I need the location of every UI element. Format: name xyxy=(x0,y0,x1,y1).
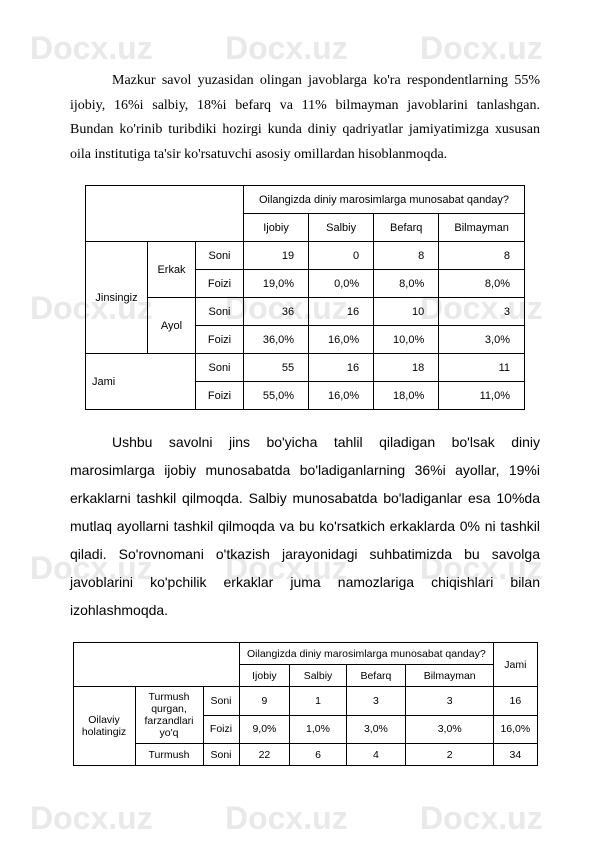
cell: 8,0% xyxy=(374,270,439,298)
table-2-label-soni: Soni xyxy=(203,687,239,716)
cell: 6 xyxy=(290,744,346,766)
cell: 16,0% xyxy=(309,382,374,410)
cell: 10,0% xyxy=(374,326,439,354)
table-2-row2-label: Turmush xyxy=(135,744,203,766)
table-1-col-ijobiy: Ijobiy xyxy=(244,214,309,242)
table-1-ayol: Ayol xyxy=(148,298,196,354)
cell: 16 xyxy=(309,354,374,382)
cell: 10 xyxy=(374,298,439,326)
table-1-label-foizi: Foizi xyxy=(196,382,244,410)
cell: 3 xyxy=(346,687,406,716)
table-2-label-soni: Soni xyxy=(203,744,239,766)
table-2-jami-header: Jami xyxy=(494,643,537,687)
cell: 3 xyxy=(406,687,494,716)
table-1-col-salbiy: Salbiy xyxy=(309,214,374,242)
table-2-label-foizi: Foizi xyxy=(203,715,239,744)
cell: 0 xyxy=(309,242,374,270)
cell: 22 xyxy=(239,744,290,766)
cell: 36,0% xyxy=(244,326,309,354)
table-2-col-bilmayman: Bilmayman xyxy=(406,665,494,687)
table-1-erkak: Erkak xyxy=(148,242,196,298)
table-2-col-salbiy: Salbiy xyxy=(290,665,346,687)
cell: 34 xyxy=(494,744,537,766)
table-1-label-soni: Soni xyxy=(196,354,244,382)
table-2-col-ijobiy: Ijobiy xyxy=(239,665,290,687)
cell: 9 xyxy=(239,687,290,716)
cell: 1,0% xyxy=(290,715,346,744)
table-2-col-befarq: Befarq xyxy=(346,665,406,687)
table-1-jami: Jami xyxy=(86,354,196,410)
table-2: Oilangizda diniy marosimlarga munosabat … xyxy=(73,642,538,766)
watermark-text: Docx.uz xyxy=(420,800,543,837)
cell: 4 xyxy=(346,744,406,766)
cell: 3 xyxy=(439,298,525,326)
cell: 0,0% xyxy=(309,270,374,298)
table-1-label-foizi: Foizi xyxy=(196,270,244,298)
table-1-label-soni: Soni xyxy=(196,242,244,270)
table-1-label-soni: Soni xyxy=(196,298,244,326)
cell: 18 xyxy=(374,354,439,382)
page-content: Mazkur savol yuzasidan olingan javoblarg… xyxy=(0,0,595,766)
cell: 8,0% xyxy=(439,270,525,298)
table-1-col-befarq: Befarq xyxy=(374,214,439,242)
table-1-label-foizi: Foizi xyxy=(196,326,244,354)
cell: 16 xyxy=(494,687,537,716)
cell: 1 xyxy=(290,687,346,716)
cell: 18,0% xyxy=(374,382,439,410)
table-2-corner xyxy=(73,643,239,687)
watermark-text: Docx.uz xyxy=(225,800,348,837)
cell: 9,0% xyxy=(239,715,290,744)
table-1-col-bilmayman: Bilmayman xyxy=(439,214,525,242)
table-1: Oilangizda diniy marosimlarga munosabat … xyxy=(85,185,525,410)
paragraph-2: Ushbu savolni jins bo'yicha tahlil qilad… xyxy=(70,428,540,624)
cell: 2 xyxy=(406,744,494,766)
table-2-oilaviy: Oilaviy holatingiz xyxy=(73,687,135,766)
cell: 8 xyxy=(439,242,525,270)
cell: 3,0% xyxy=(439,326,525,354)
table-1-question: Oilangizda diniy marosimlarga munosabat … xyxy=(244,186,525,214)
cell: 11 xyxy=(439,354,525,382)
paragraph-1: Mazkur savol yuzasidan olingan javoblarg… xyxy=(70,69,540,167)
table-1-corner xyxy=(86,186,244,242)
cell: 16 xyxy=(309,298,374,326)
table-1-jinsingiz: Jinsingiz xyxy=(86,242,148,354)
cell: 36 xyxy=(244,298,309,326)
cell: 3,0% xyxy=(346,715,406,744)
cell: 16,0% xyxy=(494,715,537,744)
watermark-text: Docx.uz xyxy=(30,800,153,837)
cell: 16,0% xyxy=(309,326,374,354)
table-2-question: Oilangizda diniy marosimlarga munosabat … xyxy=(239,643,494,665)
cell: 11,0% xyxy=(439,382,525,410)
cell: 55,0% xyxy=(244,382,309,410)
cell: 19 xyxy=(244,242,309,270)
cell: 19,0% xyxy=(244,270,309,298)
table-2-row1-label: Turmush qurgan, farzandlari yo'q xyxy=(135,687,203,744)
cell: 8 xyxy=(374,242,439,270)
cell: 3,0% xyxy=(406,715,494,744)
cell: 55 xyxy=(244,354,309,382)
